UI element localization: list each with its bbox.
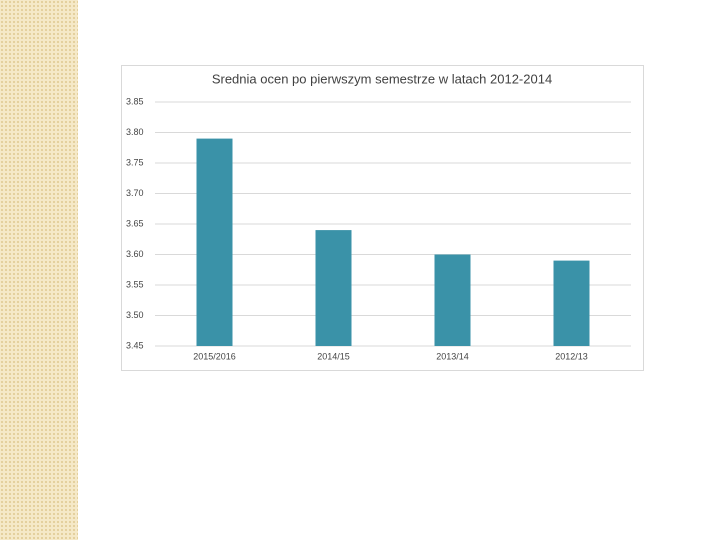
chart-title: Srednia ocen po pierwszym semestrze w la…: [212, 71, 552, 86]
bar: [553, 260, 590, 346]
bar: [196, 138, 233, 346]
y-tick-label: 3.75: [126, 157, 144, 167]
y-tick-label: 3.70: [126, 188, 144, 198]
bar: [315, 230, 352, 346]
y-tick-label: 3.55: [126, 279, 144, 289]
decorative-strip: [0, 0, 78, 540]
y-tick-label: 3.65: [126, 218, 144, 228]
x-tick-label: 2012/13: [555, 351, 588, 361]
y-tick-label: 3.45: [126, 340, 144, 350]
y-tick-label: 3.60: [126, 249, 144, 259]
y-tick-label: 3.80: [126, 127, 144, 137]
x-tick-label: 2014/15: [317, 351, 350, 361]
x-tick-label: 2015/2016: [193, 351, 236, 361]
y-tick-label: 3.50: [126, 310, 144, 320]
x-tick-label: 2013/14: [436, 351, 469, 361]
y-tick-label: 3.85: [126, 96, 144, 106]
bar: [434, 254, 471, 346]
